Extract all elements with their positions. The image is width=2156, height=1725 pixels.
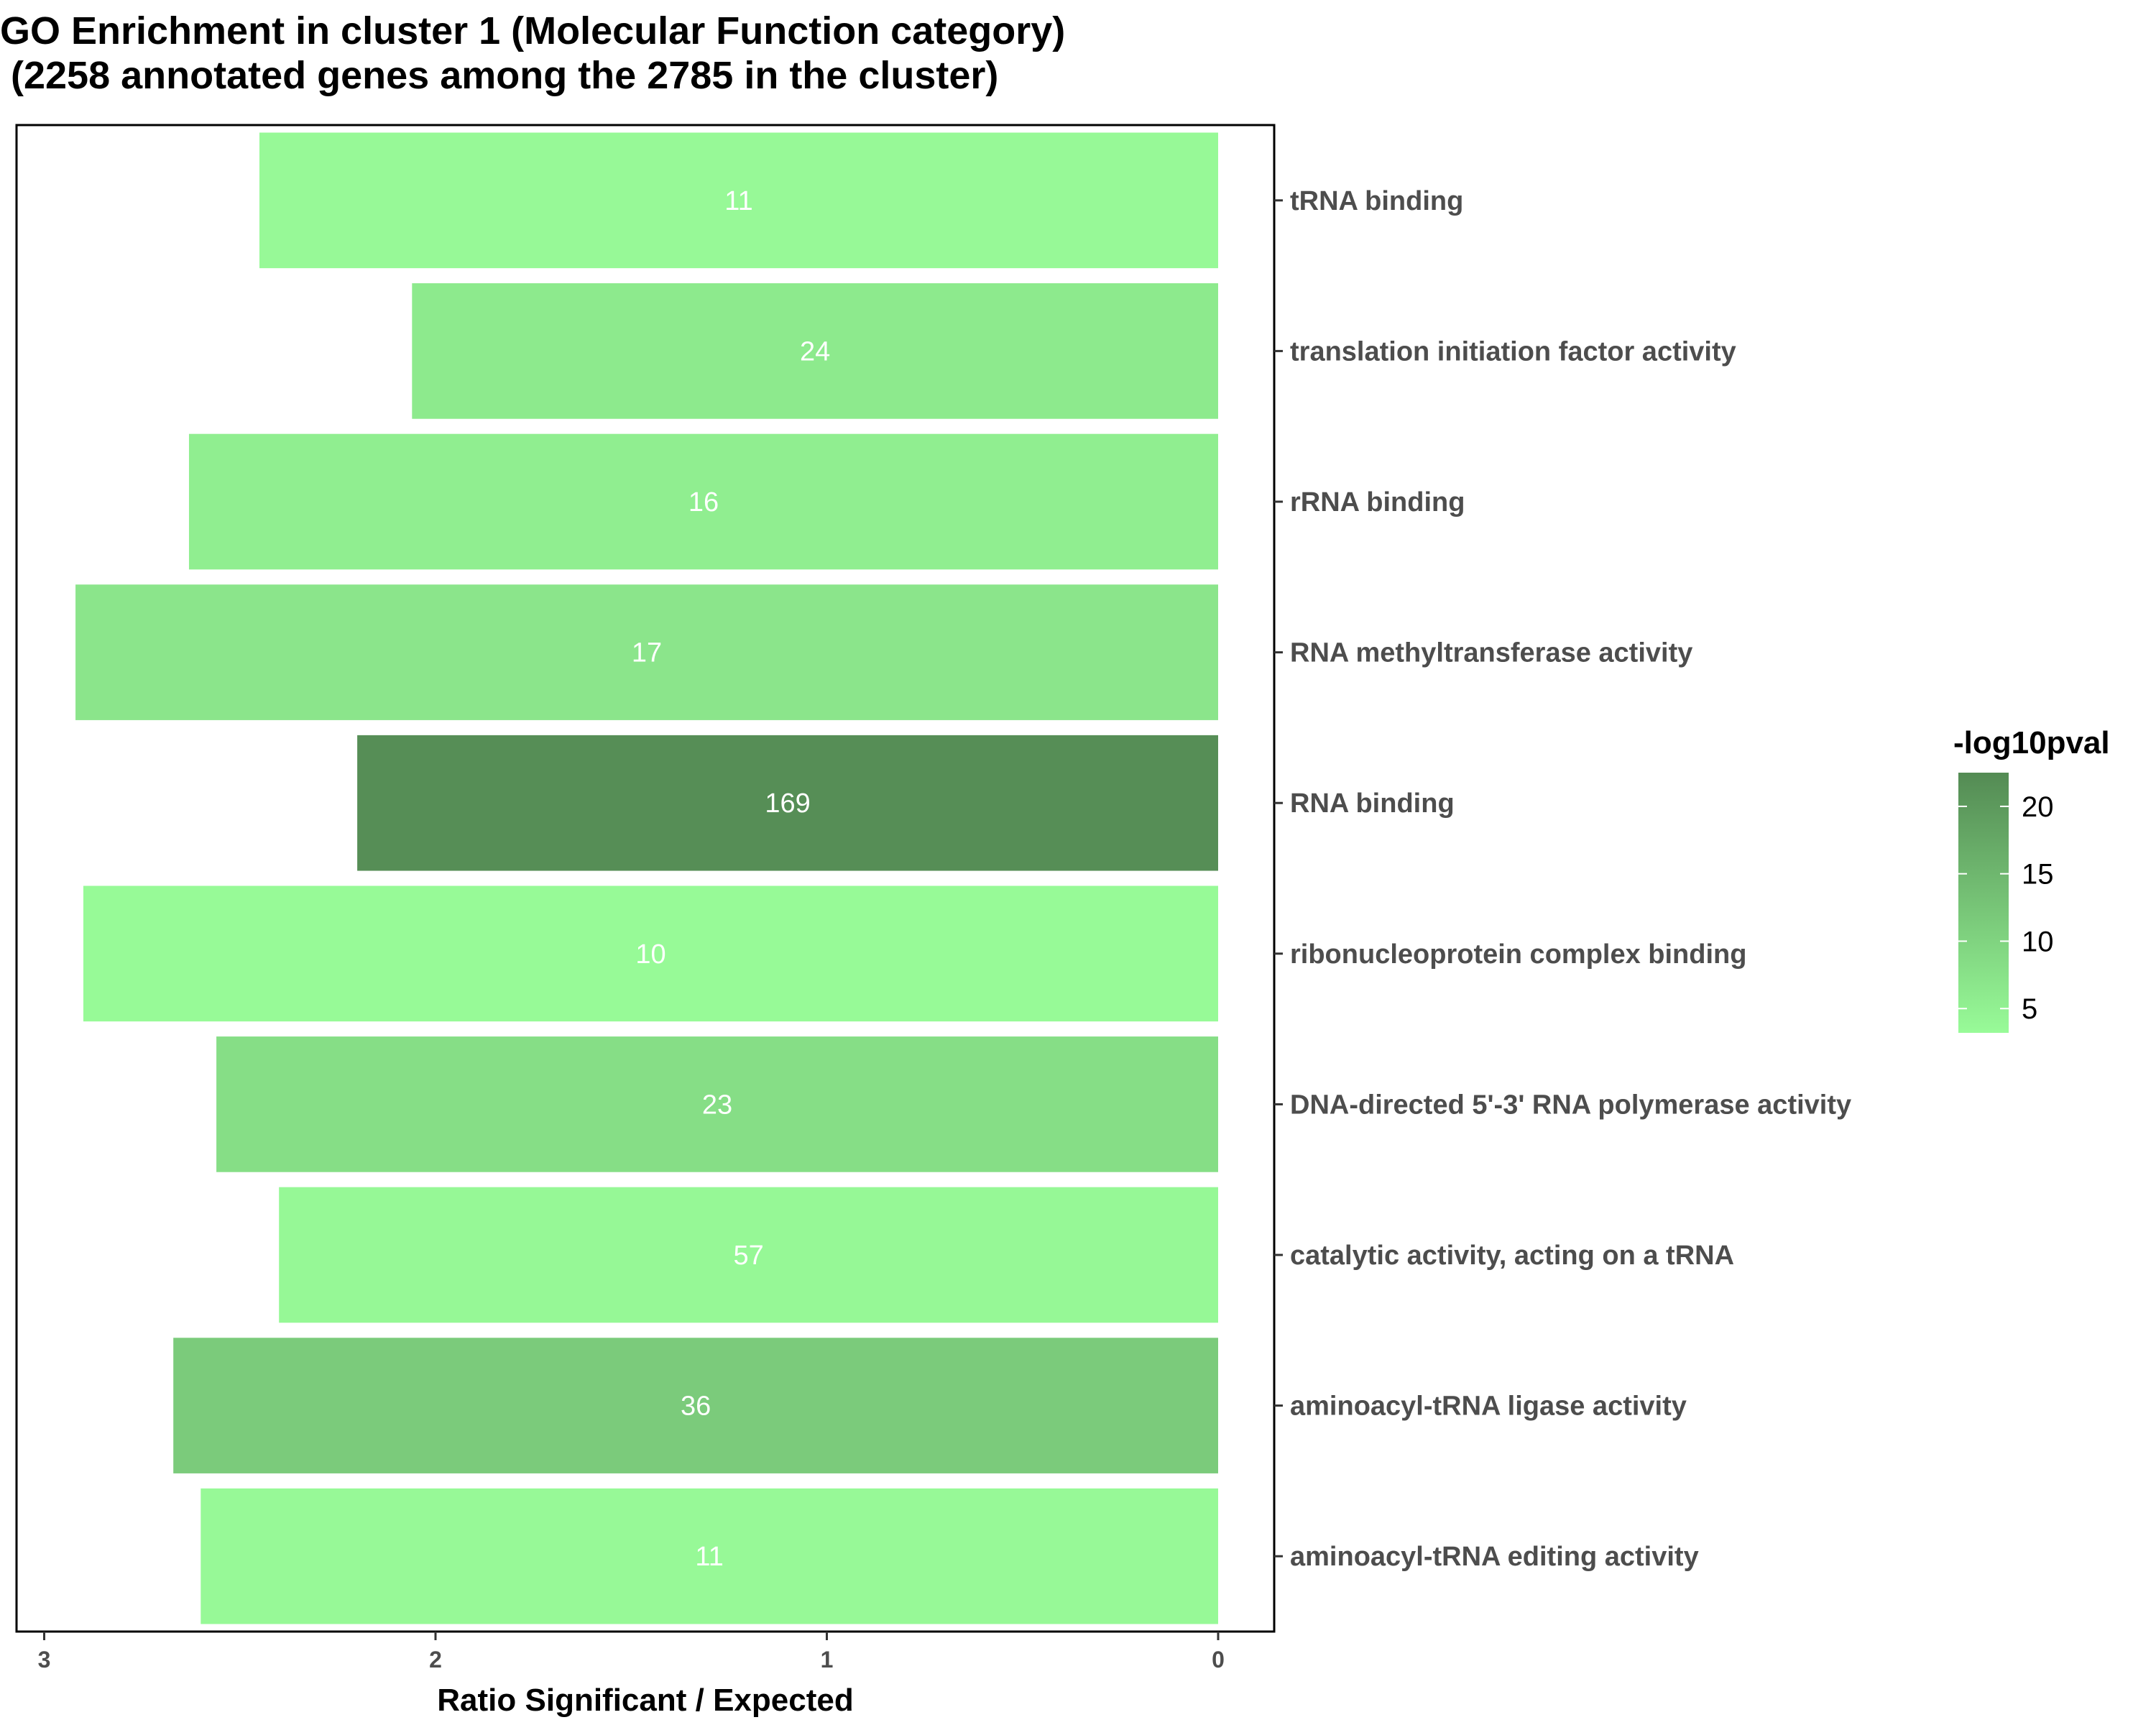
category-label-0: tRNA binding: [1290, 186, 1463, 216]
bar-7: [279, 1187, 1219, 1323]
legend-title: -log10pval: [1953, 725, 2110, 760]
x-tick-label-3: 0: [1212, 1647, 1225, 1673]
x-axis-title: Ratio Significant / Expected: [437, 1683, 853, 1718]
bar-6: [216, 1036, 1219, 1172]
bar-5: [83, 886, 1219, 1022]
bar-9: [201, 1488, 1218, 1624]
x-tick-label-1: 2: [429, 1647, 442, 1673]
legend-tick-label-0: 5: [2022, 993, 2037, 1025]
bar-8: [173, 1338, 1218, 1473]
legend-tick-label-1: 10: [2022, 926, 2054, 957]
x-tick-label-2: 1: [821, 1647, 834, 1673]
bar-value-label-5: 10: [635, 939, 665, 970]
x-axis: 3 2 1 0: [38, 1632, 1225, 1673]
x-tick-label-0: 3: [38, 1647, 51, 1673]
bar-value-label-8: 36: [681, 1392, 711, 1422]
bar-value-label-1: 24: [800, 336, 830, 367]
category-label-5: ribonucleoprotein complex binding: [1290, 939, 1746, 970]
legend-colorbar: [1958, 773, 2009, 1033]
category-label-4: RNA binding: [1290, 788, 1455, 819]
category-label-2: rRNA binding: [1290, 487, 1465, 518]
bar-0: [259, 132, 1219, 269]
category-label-3: RNA methyltransferase activity: [1290, 638, 1692, 668]
bar-value-label-7: 57: [733, 1241, 763, 1271]
bar-value-label-3: 17: [632, 638, 662, 668]
bar-1: [412, 283, 1218, 419]
bar-3: [75, 584, 1218, 720]
bar-value-label-4: 169: [765, 788, 810, 819]
bars-group: 11 24 16 17 169 10 23 57 36 11: [75, 132, 1219, 1624]
legend-tick-label-3: 20: [2022, 791, 2054, 823]
bar-value-label-9: 11: [695, 1542, 723, 1572]
category-label-6: DNA-directed 5'-3' RNA polymerase activi…: [1290, 1090, 1851, 1120]
plot-panel-border: [15, 124, 1276, 1633]
bar-value-label-2: 16: [688, 487, 719, 518]
chart-title-line2: (2258 annotated genes among the 2785 in …: [0, 54, 999, 97]
category-label-8: aminoacyl-tRNA ligase activity: [1290, 1392, 1687, 1422]
category-label-7: catalytic activity, acting on a tRNA: [1290, 1241, 1734, 1271]
bar-2: [188, 433, 1219, 570]
category-label-1: translation initiation factor activity: [1290, 336, 1736, 367]
bar-value-label-6: 23: [702, 1090, 732, 1120]
chart-title-line1: GO Enrichment in cluster 1 (Molecular Fu…: [0, 9, 1066, 52]
color-legend: -log10pval 5 10 15 20: [1953, 725, 2110, 1033]
category-label-9: aminoacyl-tRNA editing activity: [1290, 1542, 1699, 1572]
bar-value-label-0: 11: [724, 186, 752, 216]
category-axis: tRNA binding translation initiation facto…: [1274, 186, 1851, 1572]
chart-title: GO Enrichment in cluster 1 (Molecular Fu…: [0, 9, 1065, 98]
legend-tick-label-2: 15: [2022, 859, 2054, 891]
bar-4: [357, 735, 1219, 871]
